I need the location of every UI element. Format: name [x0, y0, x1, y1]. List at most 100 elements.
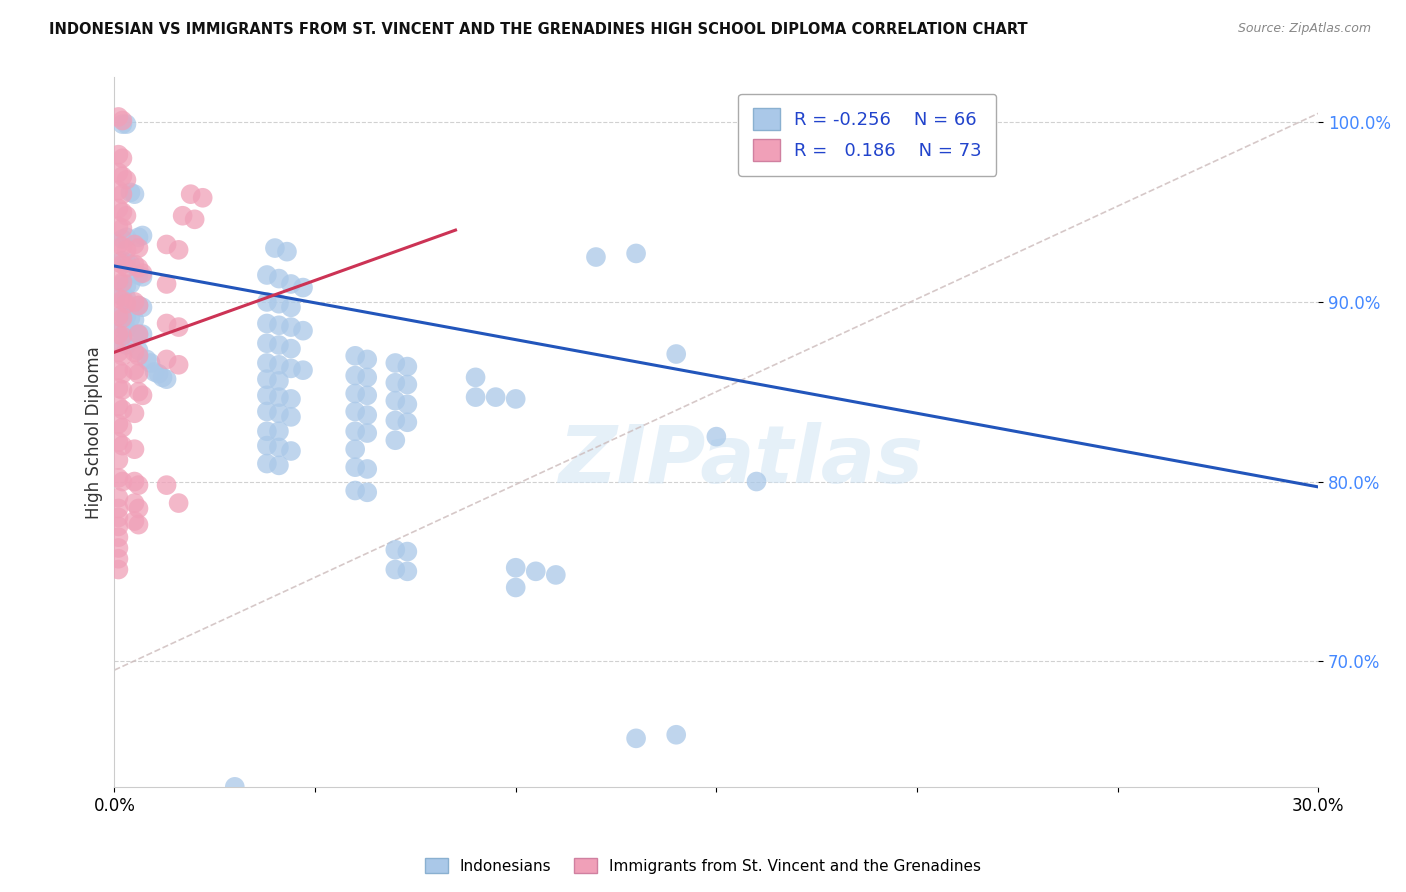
- Text: ZIPatlas: ZIPatlas: [558, 422, 922, 500]
- Point: [135, 352, 157, 367]
- Point: [344, 460, 367, 475]
- Point: [665, 728, 688, 742]
- Point: [111, 113, 134, 128]
- Point: [256, 439, 278, 453]
- Point: [124, 187, 146, 202]
- Point: [384, 542, 406, 557]
- Point: [115, 117, 138, 131]
- Point: [139, 356, 162, 370]
- Point: [280, 444, 302, 458]
- Point: [131, 327, 153, 342]
- Point: [127, 327, 149, 342]
- Point: [356, 352, 378, 367]
- Point: [585, 250, 607, 264]
- Point: [344, 442, 367, 457]
- Point: [183, 212, 205, 227]
- Point: [111, 187, 134, 202]
- Point: [115, 243, 138, 257]
- Point: [524, 564, 547, 578]
- Point: [131, 269, 153, 284]
- Point: [624, 246, 647, 260]
- Point: [115, 322, 138, 336]
- Point: [396, 564, 419, 578]
- Point: [115, 338, 138, 352]
- Point: [131, 228, 153, 243]
- Point: [111, 420, 134, 434]
- Point: [111, 383, 134, 397]
- Point: [115, 173, 138, 187]
- Point: [505, 392, 527, 406]
- Point: [107, 541, 129, 555]
- Point: [131, 301, 153, 315]
- Point: [107, 219, 129, 234]
- Point: [256, 336, 278, 351]
- Point: [267, 358, 290, 372]
- Point: [111, 289, 134, 303]
- Point: [107, 202, 129, 216]
- Point: [264, 241, 287, 255]
- Point: [148, 367, 170, 381]
- Point: [111, 257, 134, 271]
- Point: [155, 277, 177, 291]
- Point: [124, 313, 146, 327]
- Point: [384, 434, 406, 448]
- Point: [485, 390, 508, 404]
- Point: [344, 349, 367, 363]
- Point: [256, 424, 278, 438]
- Point: [111, 205, 134, 219]
- Point: [624, 731, 647, 746]
- Point: [505, 560, 527, 574]
- Point: [127, 241, 149, 255]
- Point: [107, 166, 129, 180]
- Point: [124, 237, 146, 252]
- Point: [267, 390, 290, 404]
- Point: [167, 320, 190, 334]
- Point: [111, 232, 134, 246]
- Point: [155, 237, 177, 252]
- Point: [384, 356, 406, 370]
- Point: [396, 359, 419, 374]
- Point: [464, 370, 486, 384]
- Point: [356, 485, 378, 500]
- Point: [111, 322, 134, 336]
- Point: [356, 462, 378, 476]
- Point: [180, 187, 202, 202]
- Point: [111, 367, 134, 381]
- Point: [344, 368, 367, 383]
- Point: [111, 311, 134, 326]
- Point: [344, 424, 367, 438]
- Point: [396, 415, 419, 429]
- Point: [107, 551, 129, 566]
- Point: [267, 458, 290, 473]
- Point: [107, 184, 129, 198]
- Point: [167, 496, 190, 510]
- Point: [111, 336, 134, 351]
- Point: [111, 253, 134, 268]
- Point: [107, 291, 129, 305]
- Point: [124, 363, 146, 377]
- Point: [384, 562, 406, 576]
- Point: [167, 358, 190, 372]
- Point: [131, 266, 153, 280]
- Point: [356, 388, 378, 402]
- Point: [267, 338, 290, 352]
- Point: [384, 413, 406, 427]
- Point: [267, 441, 290, 455]
- Point: [356, 408, 378, 422]
- Point: [344, 483, 367, 498]
- Point: [107, 237, 129, 252]
- Point: [127, 343, 149, 358]
- Point: [127, 501, 149, 516]
- Point: [107, 453, 129, 467]
- Point: [280, 301, 302, 315]
- Point: [155, 352, 177, 367]
- Point: [267, 297, 290, 311]
- Point: [280, 342, 302, 356]
- Point: [152, 370, 174, 384]
- Point: [356, 425, 378, 440]
- Point: [267, 318, 290, 333]
- Point: [124, 406, 146, 420]
- Point: [384, 393, 406, 408]
- Point: [111, 475, 134, 489]
- Point: [292, 280, 315, 294]
